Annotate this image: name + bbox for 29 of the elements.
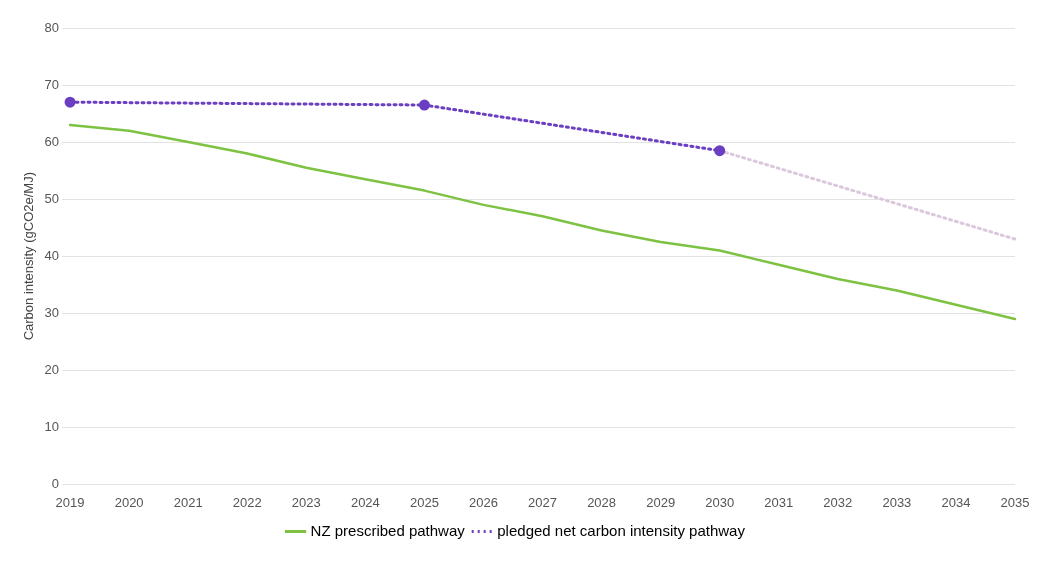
y-tick-label: 40 (44, 247, 60, 263)
y-tick-label: 80 (44, 19, 60, 35)
x-tick-label: 2030 (705, 494, 735, 510)
y-tick-label: 50 (44, 190, 60, 206)
y-tick-label: 0 (51, 475, 60, 491)
x-tick-label: 2019 (55, 494, 85, 510)
x-tick-label: 2033 (882, 494, 912, 510)
x-tick-label: 2034 (941, 494, 971, 510)
legend-label: NZ prescribed pathway (310, 521, 466, 539)
x-tick-label: 2024 (350, 494, 380, 510)
x-tick-label: 2032 (823, 494, 853, 510)
y-axis-title: Carbon intensity (gCO2e/MJ) (21, 172, 37, 341)
y-tick-label: 10 (44, 418, 60, 434)
x-tick-label: 2035 (1000, 494, 1030, 510)
x-tick-label: 2031 (764, 494, 794, 510)
y-tick-label: 60 (44, 133, 60, 149)
legend-label: pledged net carbon intensity pathway (497, 521, 746, 539)
x-tick-label: 2026 (469, 494, 498, 510)
y-tick-label: 30 (44, 304, 60, 320)
x-tick-label: 2021 (173, 494, 203, 510)
x-tick-label: 2027 (528, 494, 557, 510)
y-tick-label: 70 (44, 76, 60, 92)
x-tick-label: 2022 (232, 494, 262, 510)
x-tick-label: 2029 (646, 494, 676, 510)
x-tick-label: 2028 (587, 494, 617, 510)
y-tick-label: 20 (44, 361, 60, 377)
x-tick-label: 2023 (291, 494, 321, 510)
x-tick-label: 2025 (409, 494, 439, 510)
x-tick-label: 2020 (114, 494, 144, 510)
